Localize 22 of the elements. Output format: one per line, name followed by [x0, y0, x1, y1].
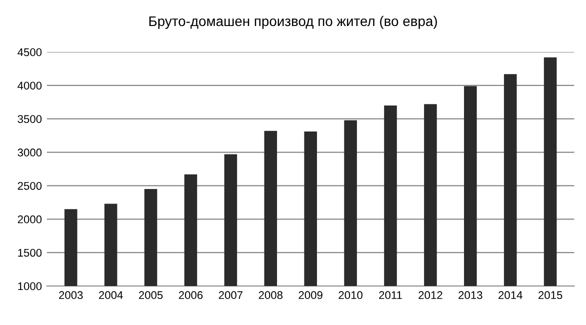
y-tick-label: 4500 — [18, 48, 42, 56]
chart-title: Бруто-домашен производ по жител (во евра) — [149, 16, 437, 29]
x-tick-label: 2011 — [379, 291, 402, 300]
x-tick-label: 2012 — [418, 291, 442, 300]
y-tick-label: 3000 — [18, 148, 42, 156]
x-tick-label: 2005 — [138, 291, 163, 300]
x-tick-label: 2010 — [338, 291, 362, 300]
y-tick-label: 3500 — [18, 115, 42, 123]
x-tick-label: 2009 — [298, 291, 322, 300]
y-tick-label: 4000 — [18, 82, 42, 90]
x-tick-label: 2014 — [498, 291, 522, 300]
x-tick-label: 2006 — [178, 291, 203, 300]
x-tick-label: 2003 — [59, 291, 83, 300]
x-tick-label: 2015 — [538, 291, 562, 300]
x-tick-label: 2013 — [458, 291, 482, 300]
x-tick-label: 2004 — [99, 291, 123, 300]
x-tick-label: 2007 — [218, 291, 242, 300]
x-tick-label: 2008 — [258, 291, 282, 300]
y-tick-label: 2000 — [18, 215, 42, 224]
y-tick-label: 1000 — [18, 282, 42, 290]
y-tick-label: 2500 — [18, 182, 42, 190]
y-tick-label: 1500 — [18, 248, 42, 257]
